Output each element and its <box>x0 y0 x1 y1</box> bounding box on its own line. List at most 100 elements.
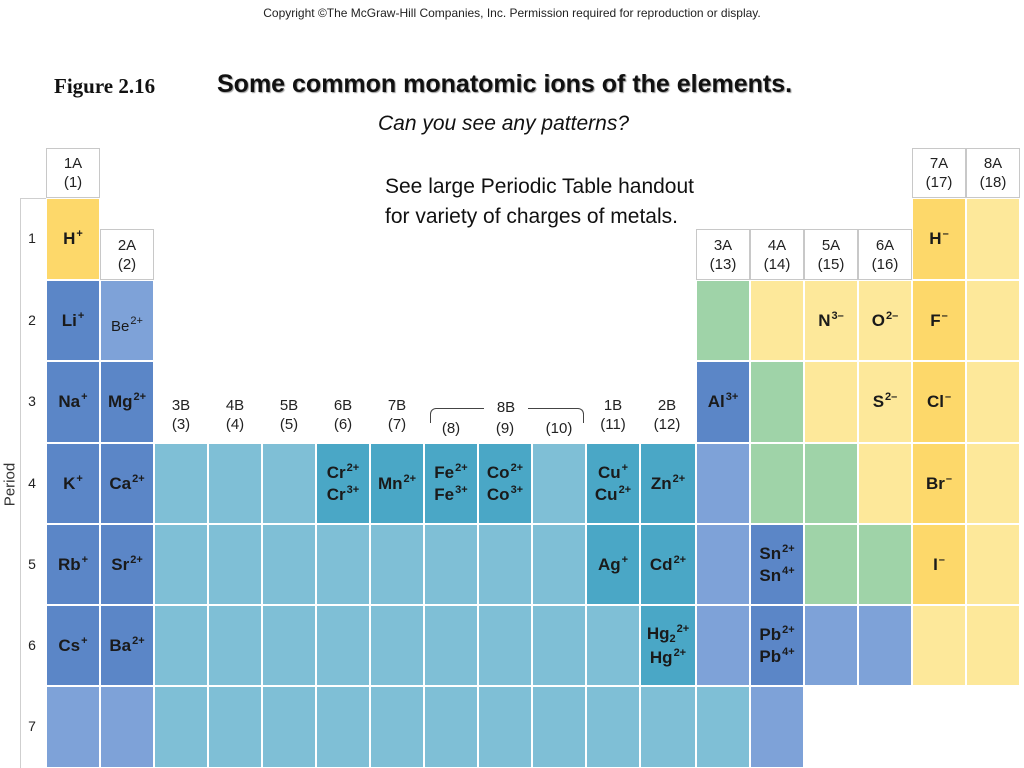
ion-label: Cs+ <box>58 635 87 656</box>
element-cell <box>370 686 424 768</box>
group-number: (7) <box>387 415 407 433</box>
element-cell <box>478 605 532 686</box>
period-number: 1 <box>28 230 36 246</box>
element-symbol: S <box>872 392 885 412</box>
period-axis-label: Period <box>1 462 19 507</box>
period-number: 2 <box>28 311 36 328</box>
ion-label: Cu2+ <box>595 484 631 505</box>
ion-label: Cl– <box>927 391 951 412</box>
group-label: 7B <box>387 396 407 414</box>
ion-label: I– <box>933 554 945 575</box>
element-symbol: Pb <box>759 625 782 645</box>
element-cell <box>532 524 586 605</box>
element-cell <box>966 524 1020 605</box>
group-number: (2) <box>117 255 137 273</box>
element-cell: Hg22+ Hg2+ <box>640 605 696 686</box>
group-number: (1) <box>63 174 83 191</box>
group-header-g1A: 1A (1) <box>46 148 100 198</box>
group-number: (13) <box>709 255 737 273</box>
element-cell: Sn2+ Sn4+ <box>750 524 804 605</box>
element-cell: Na+ <box>46 361 100 443</box>
ion-label: Fe3+ <box>434 484 467 505</box>
group-header-g5B: 5B (5) <box>262 388 316 441</box>
element-cell <box>750 361 804 443</box>
element-cell: S2– <box>858 361 912 443</box>
ion-label: Sr2+ <box>111 554 143 575</box>
element-cell <box>46 686 100 768</box>
group-header-g8A: 8A (18) <box>966 148 1020 198</box>
element-symbol: Ba <box>109 635 132 655</box>
ion-label: Cr3+ <box>327 484 359 505</box>
group-number: (4) <box>225 415 245 433</box>
element-cell: Mn2+ <box>370 443 424 524</box>
ion-charge: 3+ <box>346 483 360 496</box>
element-symbol: Sn <box>759 565 782 585</box>
element-cell <box>804 361 858 443</box>
ion-charge: 2– <box>885 391 898 404</box>
element-symbol: Mn <box>377 473 403 493</box>
ion-label: Ag+ <box>598 554 628 575</box>
element-cell: Co2+ Co3+ <box>478 443 532 524</box>
group-header-g5A: 5A (15) <box>804 229 858 280</box>
element-cell <box>316 524 370 605</box>
ion-label: Be2+ <box>111 315 143 337</box>
element-cell <box>750 443 804 524</box>
group-header-g7A: 7A (17) <box>912 148 966 198</box>
element-cell <box>532 686 586 768</box>
ion-charge: 2+ <box>132 634 145 647</box>
element-cell <box>586 686 640 768</box>
figure-title: Some common monatomic ions of the elemen… <box>217 70 793 98</box>
ion-label: H– <box>929 228 948 249</box>
element-cell: O2– <box>858 280 912 361</box>
element-symbol: Cs <box>58 635 81 655</box>
ion-charge: – <box>944 391 952 404</box>
element-cell: Sr2+ <box>100 524 154 605</box>
group-header-g2B: 2B (12) <box>640 388 694 441</box>
element-symbol: Cr <box>326 463 346 483</box>
element-symbol: Cd <box>649 554 673 574</box>
element-cell: K+ <box>46 443 100 524</box>
element-cell: Be2+ <box>100 280 154 361</box>
element-symbol: Cl <box>926 392 944 412</box>
element-cell <box>478 686 532 768</box>
group-number: (18) <box>979 174 1007 191</box>
group-number: (15) <box>817 255 845 273</box>
period-number: 5 <box>28 555 36 572</box>
element-cell <box>912 605 966 686</box>
element-cell: Ba2+ <box>100 605 154 686</box>
element-symbol: Ag <box>597 554 621 574</box>
ion-charge: 2+ <box>130 315 143 327</box>
group-header-g7B: 7B (7) <box>370 388 424 441</box>
element-cell: H+ <box>46 198 100 280</box>
ion-charge: 2+ <box>346 462 360 475</box>
group-header-g8: (8) <box>441 420 461 437</box>
figure-subtitle: Can you see any patterns? <box>378 112 629 135</box>
group-header-g6B: 6B (6) <box>316 388 370 441</box>
element-symbol: Be <box>111 318 130 335</box>
element-symbol: Na <box>58 392 81 412</box>
ion-charge: – <box>941 309 948 322</box>
element-cell: Al3+ <box>696 361 750 443</box>
ion-charge: 3– <box>831 309 844 322</box>
group-label: 1A <box>63 155 83 172</box>
group-label: 7A <box>929 155 949 172</box>
ion-label: Co2+ <box>487 462 523 483</box>
ion-charge: 2+ <box>673 553 687 566</box>
ion-label: Zn2+ <box>651 473 685 494</box>
element-cell <box>858 443 912 524</box>
ion-label: Hg2+ <box>650 647 686 668</box>
element-cell <box>262 443 316 524</box>
element-cell <box>154 605 208 686</box>
group-label: 6B <box>333 396 353 414</box>
element-cell <box>804 524 858 605</box>
element-cell <box>370 605 424 686</box>
ion-charge: 4+ <box>782 564 795 577</box>
element-cell <box>966 443 1020 524</box>
group-label: 5A <box>821 236 841 254</box>
ion-label: K+ <box>63 473 83 494</box>
ion-label: Br– <box>926 473 952 494</box>
ion-charge: 2+ <box>782 543 795 556</box>
ion-charge: – <box>945 472 953 485</box>
element-symbol: H <box>63 229 76 249</box>
element-cell <box>804 443 858 524</box>
